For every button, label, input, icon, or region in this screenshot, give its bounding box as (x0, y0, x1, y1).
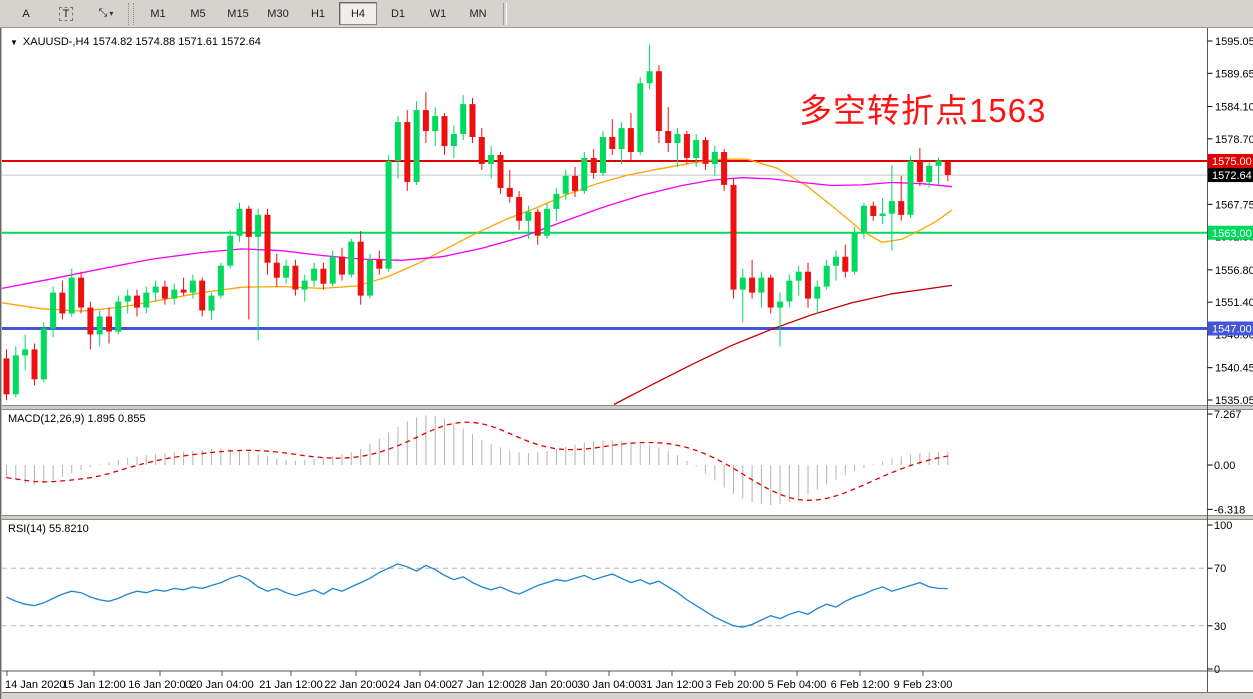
pane-separator[interactable] (2, 515, 1253, 520)
rsi-line[interactable] (6, 563, 948, 628)
timeframe-button-h4[interactable]: H4 (339, 2, 377, 25)
price-tick-label: 1584.10 (1215, 102, 1253, 114)
timeframe-button-m30[interactable]: M30 (267, 7, 289, 20)
price-flag-label: 1572.64 (1212, 170, 1252, 182)
price-tick-label: 1567.75 (1215, 199, 1253, 211)
price-flag-1572.64 (1208, 168, 1253, 183)
toolbar-separator (128, 2, 134, 25)
chart-text-annotation[interactable]: 多空转折点1563 (799, 92, 1047, 129)
toolbar-separator (503, 2, 507, 25)
price-tick-label: 1589.65 (1215, 68, 1253, 80)
rsi-tick-label: 0 (1214, 664, 1220, 676)
timeframe-button-m1[interactable]: M1 (150, 7, 166, 20)
price-tick-label: 1540.45 (1215, 363, 1253, 375)
time-tick-label: 9 Feb 23:00 (894, 679, 953, 691)
timeframe-button-mn[interactable]: MN (469, 7, 487, 20)
price-flag-1563.00 (1208, 225, 1253, 240)
price-tick-label: 1535.05 (1215, 395, 1253, 407)
price-flag-1547.00 (1208, 321, 1253, 336)
chart-window[interactable]: 1595.051589.651584.101578.701573.301567.… (0, 28, 1253, 699)
cursor-mode-tool-icon: ⤡ (98, 7, 108, 19)
ma-mid-magenta-line[interactable] (2, 177, 953, 290)
time-tick-label: 5 Feb 04:00 (768, 679, 827, 691)
time-tick-label: 3 Feb 20:00 (706, 679, 765, 691)
time-tick-label: 15 Jan 12:00 (62, 679, 126, 691)
pane-separator[interactable] (2, 405, 1253, 410)
timeframe-button-m5[interactable]: M5 (190, 7, 206, 20)
price-flag-1575.00 (1208, 153, 1253, 168)
macd-signal-line[interactable] (6, 421, 948, 502)
ma-fast-orange-line[interactable] (2, 158, 953, 312)
timeframe-button-m15[interactable]: M15 (227, 7, 249, 20)
chart-background (2, 28, 1253, 699)
timeframe-button-h1[interactable]: H1 (310, 7, 326, 20)
toolbar: A T ⤡ ▾ M1 M5 M15 M30 H1 H4 D1 W1 MN (0, 0, 1253, 28)
macd-tick-label: 7.267 (1214, 409, 1242, 421)
rsi-tick-label: 70 (1214, 563, 1226, 575)
text-label-tool-button[interactable]: A (7, 2, 45, 25)
macd-tick-label: 0.00 (1214, 460, 1235, 472)
price-tick-label: 1551.40 (1215, 297, 1253, 309)
time-tick-label: 21 Jan 12:00 (259, 679, 323, 691)
text-box-tool-icon: T (58, 6, 74, 21)
bull-candles[interactable] (12, 44, 942, 398)
timeframe-button-w1[interactable]: W1 (429, 7, 447, 20)
cursor-mode-tool-button[interactable]: ⤡ ▾ (87, 2, 125, 25)
chart-canvas[interactable]: 1595.051589.651584.101578.701573.301567.… (2, 28, 1253, 699)
rsi-tick-label: 30 (1214, 621, 1226, 633)
bottom-strip (2, 693, 1253, 699)
time-tick-label: 20 Jan 04:00 (190, 679, 254, 691)
price-flag-label: 1575.00 (1212, 156, 1252, 168)
timeframe-button-d1[interactable]: D1 (390, 7, 406, 20)
time-tick-label: 22 Jan 20:00 (324, 679, 388, 691)
text-box-tool-button[interactable]: T (47, 2, 85, 25)
price-tick-label: 1556.80 (1215, 265, 1253, 277)
bear-candles[interactable] (3, 65, 951, 401)
macd-tick-label: -6.318 (1214, 504, 1245, 516)
macd-histogram (6, 415, 949, 505)
time-tick-label: 24 Jan 04:00 (388, 679, 452, 691)
time-tick-label: 16 Jan 20:00 (128, 679, 192, 691)
time-tick-label: 30 Jan 04:00 (577, 679, 641, 691)
time-tick-label: 27 Jan 12:00 (451, 679, 515, 691)
time-tick-label: 6 Feb 12:00 (831, 679, 890, 691)
time-tick-label: 14 Jan 2020 (5, 679, 66, 691)
ma-long-darkred-line[interactable] (613, 284, 953, 406)
time-tick-label: 31 Jan 12:00 (640, 679, 704, 691)
price-tick-label: 1595.05 (1215, 36, 1253, 48)
price-tick-label: 1578.70 (1215, 134, 1253, 146)
rsi-tick-label: 100 (1214, 520, 1232, 532)
dropdown-caret-icon: ▾ (109, 9, 114, 18)
price-flag-label: 1547.00 (1212, 323, 1252, 335)
text-label-tool-icon: A (22, 7, 30, 20)
price-flag-label: 1563.00 (1212, 228, 1252, 240)
time-tick-label: 28 Jan 20:00 (514, 679, 578, 691)
